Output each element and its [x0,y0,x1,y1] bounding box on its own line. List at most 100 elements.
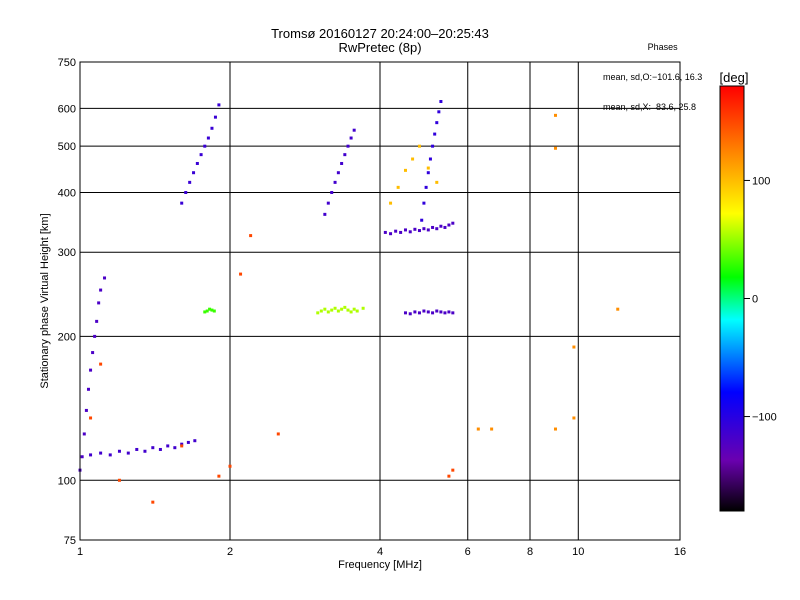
y-tick-label: 400 [58,187,76,199]
data-point [103,276,107,280]
data-point [192,171,196,175]
data-point [451,468,455,472]
data-point [411,157,415,161]
data-point [316,311,320,315]
data-point [180,442,184,446]
colorbar-ticks: 100 0 −100 [744,175,777,424]
x-tick-label: 4 [377,546,383,558]
data-point [210,126,214,130]
data-point [82,432,86,436]
y-tick-label: 600 [58,103,76,115]
data-point [330,308,334,312]
data-point [212,309,216,313]
data-point [431,144,435,148]
data-point [343,153,347,157]
data-point [433,132,437,136]
data-point [435,227,439,231]
x-tick-labels: 1 2 4 6 8 10 16 [77,546,686,558]
data-point [399,230,403,234]
y-axis-label: Stationary phase Virtual Height [km] [39,213,51,388]
data-point [435,121,439,125]
colorbar [719,85,745,512]
data-point [431,311,435,315]
data-point [435,180,439,184]
data-point [158,447,162,451]
data-point [249,234,253,238]
phases-legend-x: mean, sd,X: 83.6, 25.8 [603,102,697,112]
data-point [417,311,421,315]
data-point [403,311,407,315]
data-point [447,474,451,478]
data-point [437,110,441,114]
data-point [340,307,344,311]
data-point [383,230,387,234]
x-tick-label: 10 [572,546,584,558]
data-point [355,309,359,313]
data-point [426,310,430,314]
data-point [447,310,451,314]
data-point [553,427,557,431]
x-tick-label: 8 [527,546,533,558]
data-point [439,100,443,104]
data-point [346,144,350,148]
data-point [186,440,190,444]
data-point [193,439,197,443]
data-point [417,229,421,233]
y-tick-label: 750 [58,57,76,69]
data-point [572,345,576,349]
data-point [553,146,557,150]
phases-legend-o: mean, sd,O:−101.6, 16.3 [603,72,703,82]
data-point [97,301,101,305]
data-point [408,312,412,316]
data-point [86,387,90,391]
data-point [206,136,210,140]
data-point [91,351,95,355]
data-point [616,307,620,311]
data-point [203,144,207,148]
plot-frame [79,61,681,541]
data-point [408,230,412,234]
phases-legend: Phases mean, sd,O:−101.6, 16.3 mean, sd,… [603,22,702,122]
data-point [420,218,424,222]
chart-title-line2: RwPretec (8p) [338,40,422,55]
data-point [99,451,103,455]
data-point [173,446,177,450]
data-point [336,171,340,175]
y-tick-label: 300 [58,247,76,259]
grid-lines [80,62,680,540]
data-point [180,444,184,448]
data-point [340,161,344,165]
data-point [126,451,130,455]
data-point [361,306,365,310]
data-point [417,144,421,148]
data-point [343,305,347,309]
x-tick-label: 16 [674,546,686,558]
data-point [180,201,184,205]
data-point [389,201,393,205]
data-point [439,310,443,314]
data-point [403,228,407,232]
data-point [213,115,217,119]
data-point [199,153,203,157]
data-point [352,307,356,311]
data-point [333,306,337,310]
data-point [89,368,93,372]
colorbar-tick-label: 100 [752,175,770,187]
data-point [352,128,356,132]
data-point [553,113,557,117]
chart-title-line1: Tromsø 20160127 20:24:00–20:25:43 [271,26,489,41]
chart-title: Tromsø 20160127 20:24:00–20:25:43 RwPret… [230,27,530,55]
data-point [428,157,432,161]
y-tick-label: 200 [58,331,76,343]
data-point [435,309,439,313]
data-point [217,474,221,478]
data-point [443,311,447,315]
data-point [117,449,121,453]
data-point [135,447,139,451]
data-point [447,223,451,227]
data-point [403,168,407,172]
data-point [422,201,426,205]
data-point [99,288,103,292]
data-point [228,464,232,468]
data-point [431,225,435,229]
